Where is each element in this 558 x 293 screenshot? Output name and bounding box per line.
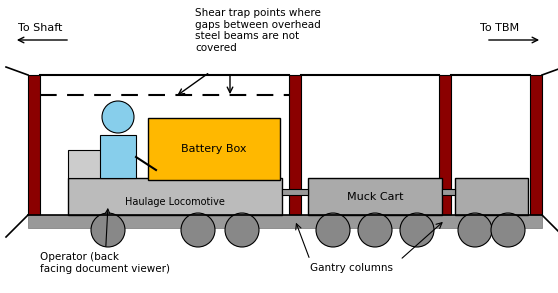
Bar [308, 178, 442, 215]
Text: Gantry columns: Gantry columns [310, 263, 393, 273]
Bar [442, 189, 455, 195]
Text: Battery Box: Battery Box [181, 144, 247, 154]
Text: To Shaft: To Shaft [18, 23, 62, 33]
Circle shape [358, 213, 392, 247]
Circle shape [102, 101, 134, 133]
Circle shape [316, 213, 350, 247]
Circle shape [491, 213, 525, 247]
Bar [68, 150, 123, 178]
Bar [455, 178, 528, 215]
Text: To TBM: To TBM [480, 23, 519, 33]
Circle shape [400, 213, 434, 247]
Bar [100, 135, 136, 178]
Bar [282, 189, 308, 195]
Text: Muck Cart: Muck Cart [347, 192, 403, 202]
Bar [530, 75, 542, 215]
Text: Haulage Locomotive: Haulage Locomotive [125, 197, 225, 207]
Bar [289, 75, 301, 215]
Bar [439, 75, 451, 215]
Bar [148, 118, 280, 180]
Circle shape [458, 213, 492, 247]
Bar [28, 215, 542, 228]
Circle shape [91, 213, 125, 247]
Text: Operator (back
facing document viewer): Operator (back facing document viewer) [40, 209, 170, 274]
Circle shape [225, 213, 259, 247]
Text: Shear trap points where
gaps between overhead
steel beams are not
covered: Shear trap points where gaps between ove… [195, 8, 321, 53]
Bar [28, 75, 40, 215]
Bar [68, 178, 282, 215]
Circle shape [181, 213, 215, 247]
